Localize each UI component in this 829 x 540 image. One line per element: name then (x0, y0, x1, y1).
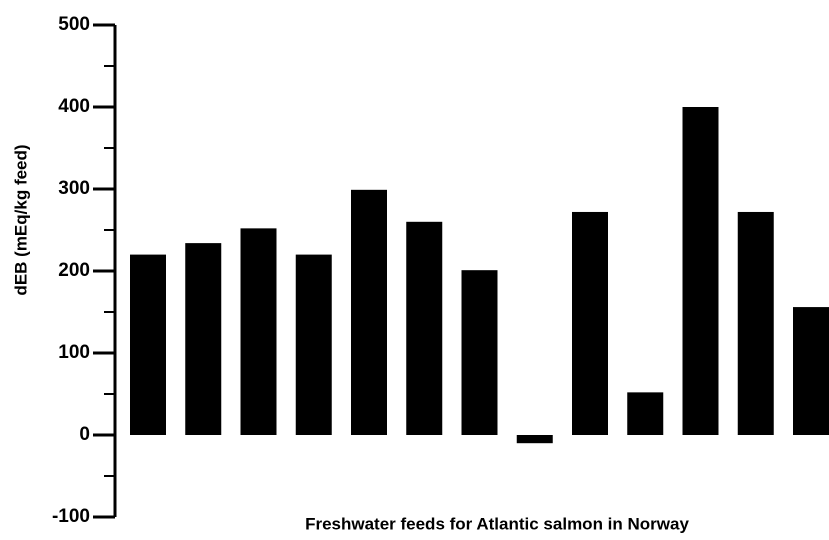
bar (737, 211, 774, 435)
y-tick-label: 100 (58, 342, 90, 363)
x-axis-label: Freshwater feeds for Atlantic salmon in … (305, 514, 689, 533)
bar (130, 254, 166, 435)
y-tick-label: 400 (58, 96, 90, 117)
y-tick-label: -100 (52, 506, 90, 527)
y-axis-label: dEB (mEq/kg feed) (11, 144, 30, 295)
bar (682, 107, 719, 435)
bar (461, 270, 498, 435)
bar (240, 228, 277, 435)
bar (351, 189, 387, 435)
bar (793, 307, 829, 435)
y-tick-label: 300 (58, 178, 90, 199)
bar (627, 392, 664, 435)
bar (185, 243, 222, 435)
bar (572, 211, 608, 435)
bar (295, 254, 332, 435)
y-tick-label: 500 (58, 14, 90, 35)
y-tick-label: 0 (79, 424, 90, 445)
bar (516, 435, 553, 444)
y-tick-label: 200 (58, 260, 90, 281)
bar (406, 221, 443, 435)
